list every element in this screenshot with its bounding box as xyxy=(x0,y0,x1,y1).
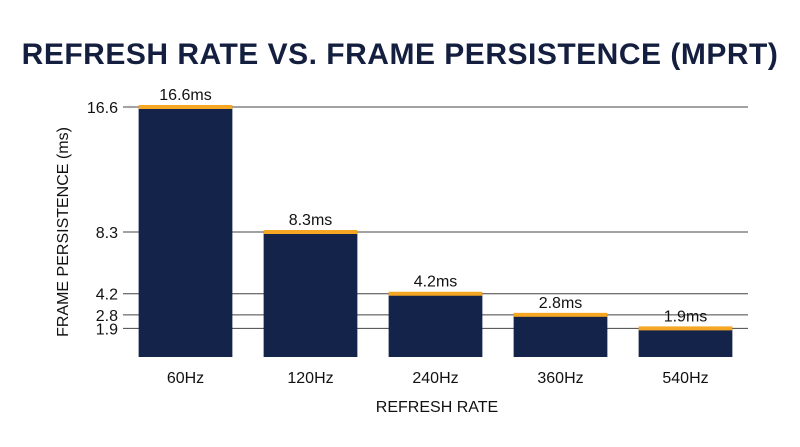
y-tick-label: 4.2 xyxy=(96,287,118,304)
data-label: 1.9ms xyxy=(664,308,708,325)
bar-540hz xyxy=(638,328,733,357)
bar-top-accent xyxy=(138,105,233,109)
bar-60hz xyxy=(138,107,233,357)
data-label: 2.8ms xyxy=(539,295,583,312)
x-tick-label: 240Hz xyxy=(412,370,458,387)
bar-360hz xyxy=(513,314,608,357)
x-axis-title: REFRESH RATE xyxy=(376,399,498,416)
bars xyxy=(138,105,733,357)
x-tick-label: 120Hz xyxy=(287,370,333,387)
bar-top-accent xyxy=(638,326,733,331)
bar-120hz xyxy=(263,232,358,357)
y-tick-label: 8.3 xyxy=(96,225,118,242)
y-tick-label: 16.6 xyxy=(87,100,118,117)
x-tick-label: 60Hz xyxy=(167,370,204,387)
data-label: 4.2ms xyxy=(414,274,458,291)
labels: 1.92.8 4.2 8.3 16.6 16.6ms 60Hz 8.3ms 120Hz 4.2m… xyxy=(87,87,709,387)
y-tick-label: 1.9 xyxy=(96,321,118,338)
data-label: 16.6ms xyxy=(159,87,211,104)
x-tick-label: 360Hz xyxy=(537,370,583,387)
chart-title: REFRESH RATE VS. FRAME PERSISTENCE (MPRT… xyxy=(21,38,779,71)
bar-top-accent xyxy=(388,291,483,296)
bar-top-accent xyxy=(513,312,608,317)
y-tick-label: 2.8 xyxy=(96,308,118,325)
x-tick-label: 540Hz xyxy=(662,370,708,387)
bar-240hz xyxy=(388,293,483,357)
data-label: 8.3ms xyxy=(289,212,333,229)
bar-top-accent xyxy=(263,230,358,234)
y-axis-title: FRAME PERSISTENCE (ms) xyxy=(55,127,72,337)
